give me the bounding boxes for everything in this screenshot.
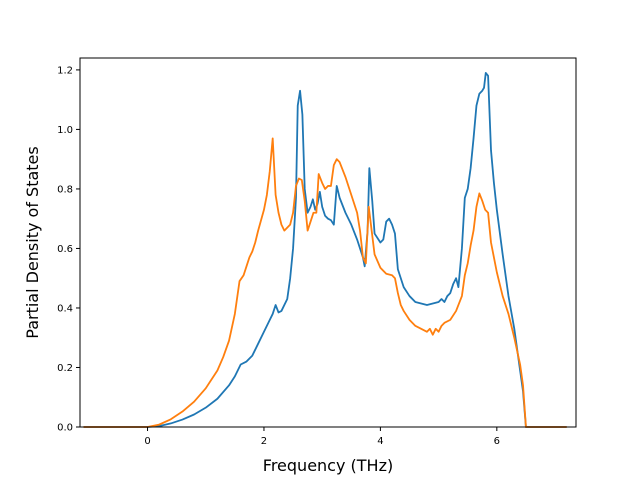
y-tick-label: 0.8 bbox=[57, 184, 73, 195]
x-tick-label: 4 bbox=[377, 436, 383, 447]
series-layer bbox=[83, 71, 567, 428]
x-axis-label: Frequency (THz) bbox=[263, 456, 393, 475]
y-tick-label: 0.4 bbox=[57, 303, 73, 314]
y-axis-label: Partial Density of States bbox=[23, 146, 42, 338]
y-tick-label: 0.2 bbox=[57, 363, 73, 374]
plot-frame bbox=[79, 57, 577, 428]
x-tick-label: 2 bbox=[261, 436, 267, 447]
y-tick-label: 1.2 bbox=[57, 65, 73, 76]
series-line-1 bbox=[83, 71, 567, 428]
y-tick-label: 0.0 bbox=[57, 423, 73, 434]
y-axis-ticks: 0.0 0.2 0.4 0.6 0.8 1.0 1.2 bbox=[57, 65, 80, 434]
series-line-2 bbox=[83, 137, 567, 428]
x-tick-label: 0 bbox=[144, 436, 150, 447]
x-axis-ticks: 0 2 4 6 bbox=[144, 427, 500, 447]
x-tick-label: 6 bbox=[494, 436, 500, 447]
y-tick-label: 0.6 bbox=[57, 244, 73, 255]
y-tick-label: 1.0 bbox=[57, 125, 73, 136]
